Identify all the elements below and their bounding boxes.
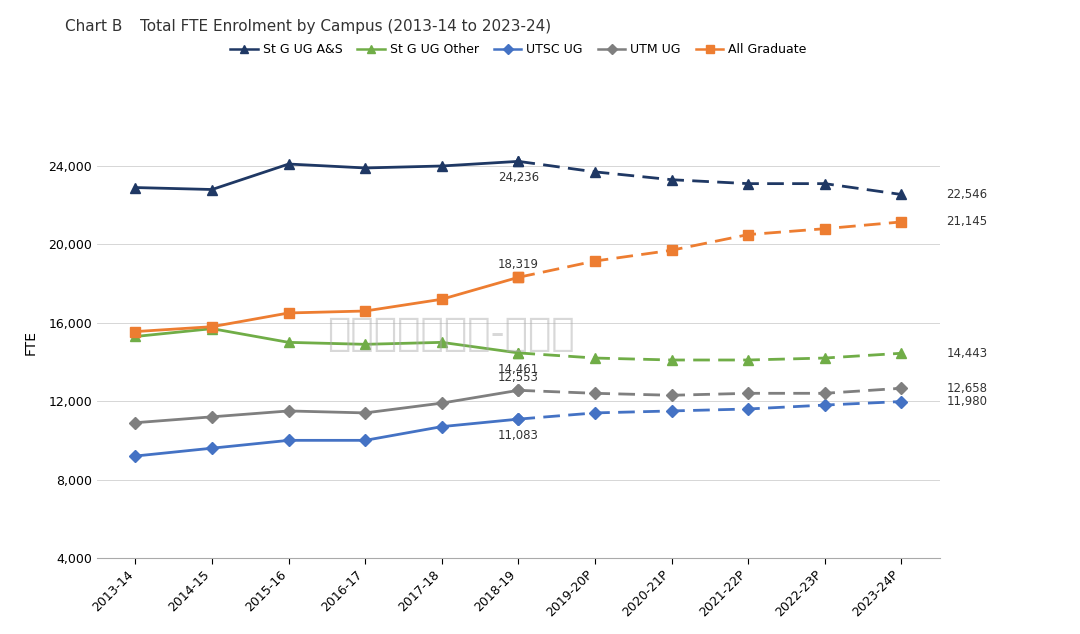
Y-axis label: FTE: FTE — [24, 330, 38, 355]
Text: Chart B: Chart B — [65, 19, 122, 34]
Legend: St G UG A&S, St G UG Other, UTSC UG, UTM UG, All Graduate: St G UG A&S, St G UG Other, UTSC UG, UTM… — [225, 38, 812, 61]
Text: 24,236: 24,236 — [498, 171, 539, 184]
Text: 14,461: 14,461 — [498, 363, 539, 376]
Text: 新东方前途出国-加拿大: 新东方前途出国-加拿大 — [327, 314, 575, 353]
Text: 18,319: 18,319 — [498, 259, 539, 271]
Text: 21,145: 21,145 — [946, 216, 988, 228]
Text: 11,083: 11,083 — [498, 429, 539, 442]
Text: 12,553: 12,553 — [498, 372, 539, 384]
Text: Total FTE Enrolment by Campus (2013-14 to 2023-24): Total FTE Enrolment by Campus (2013-14 t… — [140, 19, 552, 34]
Text: 12,658: 12,658 — [946, 382, 987, 395]
Text: 22,546: 22,546 — [946, 188, 988, 201]
Text: 11,980: 11,980 — [946, 395, 987, 408]
Text: 14,443: 14,443 — [946, 347, 988, 359]
